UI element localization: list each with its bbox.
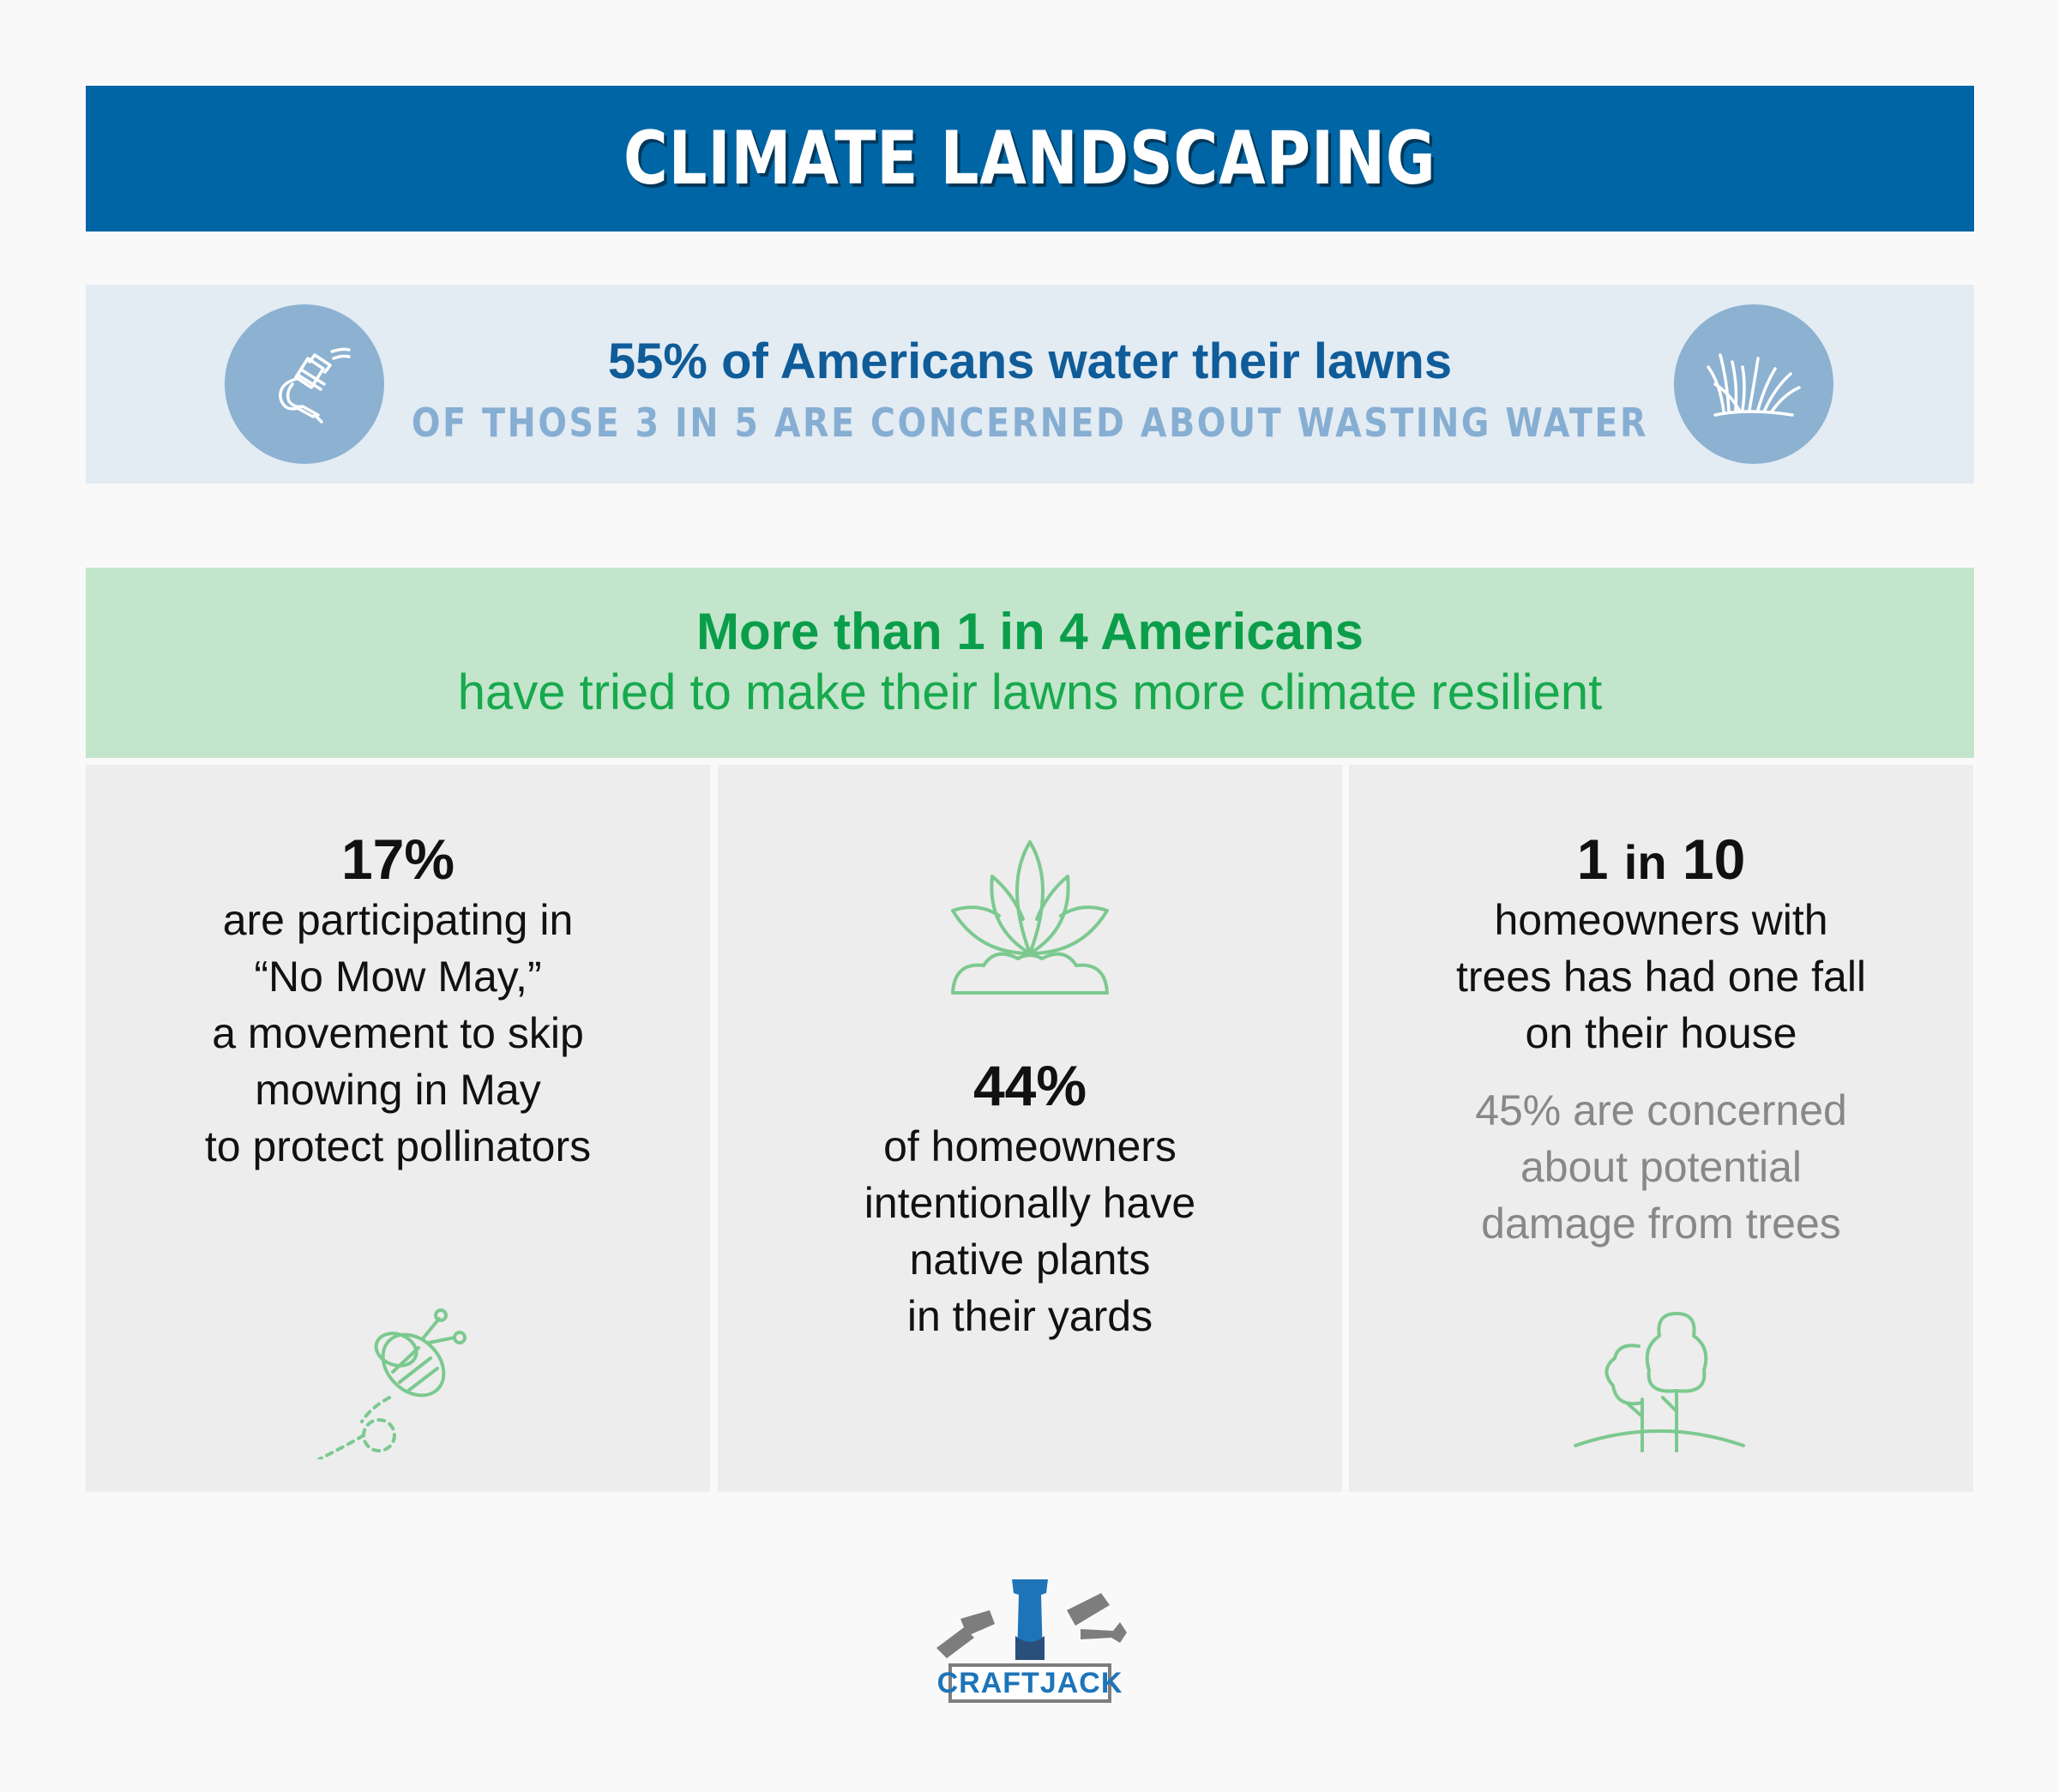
secondary-text-line: about potential — [1520, 1143, 1803, 1191]
panel-text-line: intentionally have — [864, 1179, 1196, 1227]
stat-value: 1 in 10 — [1349, 827, 1973, 892]
hose-nozzle-icon — [225, 304, 384, 464]
trees-icon — [1574, 1312, 1745, 1452]
bee-icon — [317, 1308, 467, 1459]
panel-text-line: of homeowners — [883, 1122, 1177, 1170]
craftjack-logo: CRAFTJACK — [930, 1576, 1130, 1710]
title-banner: CLIMATE LANDSCAPING — [86, 86, 1974, 232]
stat-number: 1 — [1576, 827, 1609, 891]
stat-connector: in — [1623, 835, 1667, 889]
panel-text-line: in their yards — [906, 1292, 1153, 1340]
plant-icon — [951, 840, 1109, 995]
resilience-subline: have tried to make their lawns more clim… — [457, 664, 1603, 720]
secondary-text-line: 45% are concerned — [1475, 1086, 1847, 1134]
resilience-band: More than 1 in 4 Americans have tried to… — [86, 568, 1974, 758]
water-stat-band: 55% of Americans water their lawns OF TH… — [86, 285, 1974, 484]
panel-text-line: “No Mow May,” — [254, 953, 542, 1001]
logo-text: CRAFTJACK — [937, 1663, 1122, 1703]
panel-fallen-trees: 1 in 10 homeowners with trees has had on… — [1349, 765, 1973, 1492]
panel-text-line: to protect pollinators — [204, 1122, 592, 1170]
panel-text-line: mowing in May — [255, 1066, 541, 1114]
panel-no-mow-may: 17% are participating in “No Mow May,” a… — [86, 765, 710, 1492]
stat-value: 44% — [972, 1054, 1087, 1117]
water-headline: 55% of Americans water their lawns — [607, 334, 1453, 389]
panel-text-line: homeowners with — [1494, 896, 1828, 944]
resilience-headline: More than 1 in 4 Americans — [695, 603, 1364, 660]
panel-text-line: trees has had one fall — [1455, 953, 1867, 1001]
secondary-text-line: damage from trees — [1481, 1200, 1841, 1248]
water-subline: OF THOSE 3 IN 5 ARE CONCERNED ABOUT WAST… — [411, 400, 1649, 446]
panel-text-line: are participating in — [222, 896, 574, 944]
page-title: CLIMATE LANDSCAPING — [623, 116, 1436, 201]
panel-text-line: a movement to skip — [212, 1009, 584, 1057]
panel-text-line: on their house — [1525, 1009, 1797, 1057]
grass-icon — [1674, 304, 1833, 464]
stat-number: 10 — [1682, 827, 1746, 891]
panel-native-plants: 44% of homeowners intentionally have nat… — [718, 765, 1342, 1492]
stat-value: 17% — [340, 827, 455, 891]
panel-text-line: native plants — [909, 1236, 1151, 1284]
tools-icon — [936, 1579, 1127, 1660]
